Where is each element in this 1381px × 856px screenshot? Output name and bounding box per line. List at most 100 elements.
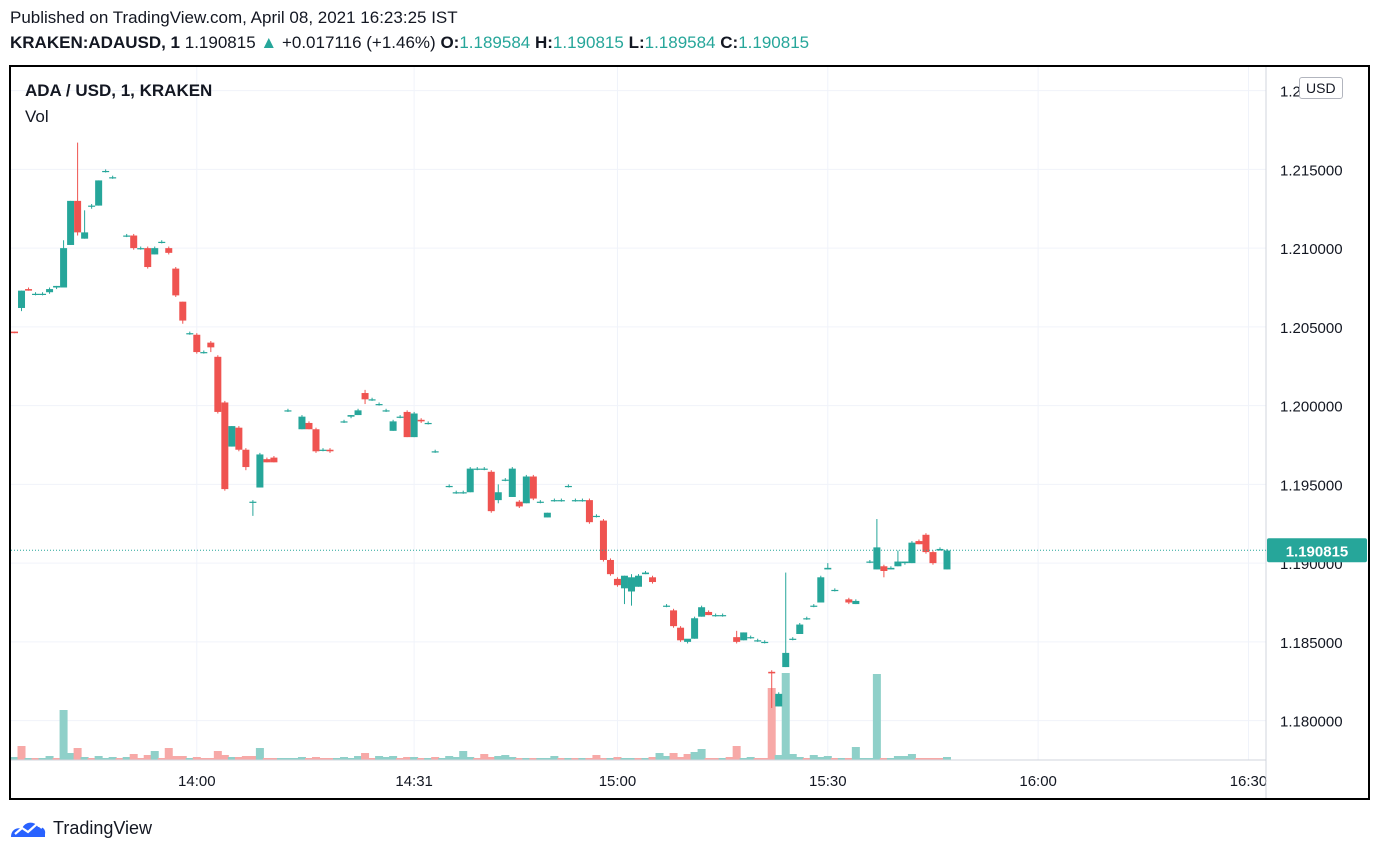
- tradingview-brand-label: TradingView: [53, 817, 153, 838]
- volume-bar: [802, 758, 811, 760]
- candle-body: [452, 492, 460, 494]
- candle-body: [417, 419, 425, 422]
- candle-body: [249, 501, 257, 503]
- candle-body: [880, 566, 888, 571]
- candle-body: [312, 429, 320, 452]
- volume-bar: [718, 758, 727, 760]
- volume-bar: [571, 758, 580, 760]
- candle-body: [235, 427, 243, 450]
- candle-body: [522, 476, 530, 504]
- candle-body: [824, 567, 832, 570]
- candle-body: [298, 416, 306, 430]
- volume-bar: [38, 758, 47, 760]
- volume-bar: [382, 757, 391, 760]
- volume-bar: [725, 757, 734, 760]
- candle-body: [228, 426, 236, 447]
- candle-body: [144, 248, 152, 268]
- price-chart[interactable]: 1.2200001.2150001.2100001.2050001.200000…: [11, 67, 1368, 798]
- volume-bar: [830, 758, 839, 760]
- candle-body: [768, 671, 776, 674]
- candle-body: [670, 610, 678, 627]
- candle-body: [852, 600, 860, 605]
- volume-bar: [45, 756, 54, 760]
- volume-bar: [157, 758, 166, 760]
- candle-body: [207, 342, 215, 348]
- volume-bar: [494, 756, 503, 760]
- volume-bar: [241, 756, 250, 760]
- volume-bar: [865, 758, 874, 760]
- candle-body: [473, 468, 481, 470]
- volume-bar: [431, 757, 440, 760]
- candle-body: [193, 334, 201, 353]
- candle-body: [74, 200, 82, 233]
- volume-bar: [318, 758, 327, 760]
- volume-bar: [389, 756, 398, 760]
- candle-body: [151, 248, 159, 255]
- volume-bar: [690, 752, 699, 760]
- volume-bar: [150, 751, 159, 760]
- candle-body: [627, 577, 635, 592]
- candle-body: [39, 293, 47, 295]
- price-change: +0.017116 (+1.46%): [281, 33, 436, 52]
- volume-bar: [262, 758, 271, 760]
- volume-bar: [143, 755, 152, 760]
- volume-bar: [900, 756, 909, 760]
- volume-bar: [480, 754, 489, 760]
- candle-body: [649, 577, 657, 583]
- chart-frame[interactable]: 1.2200001.2150001.2100001.2050001.200000…: [9, 65, 1370, 800]
- volume-bar: [893, 756, 902, 760]
- candle-body: [775, 693, 783, 707]
- high-value: 1.190815: [552, 33, 624, 52]
- candle-body: [592, 515, 600, 518]
- volume-bar: [872, 674, 881, 760]
- volume-bar: [522, 758, 531, 760]
- candle-body: [81, 232, 89, 239]
- volume-legend: Vol: [25, 107, 49, 126]
- candle-body: [915, 541, 923, 545]
- volume-bar: [655, 753, 664, 760]
- volume-bar: [858, 758, 867, 760]
- volume-bar: [375, 756, 384, 760]
- candle-body: [817, 577, 825, 603]
- volume-bar: [760, 758, 769, 760]
- x-tick-label: 14:31: [395, 773, 433, 790]
- volume-bar: [87, 758, 96, 760]
- candle-body: [943, 550, 951, 570]
- candle-body: [789, 638, 797, 640]
- volume-bar: [606, 758, 615, 760]
- volume-bar: [767, 688, 776, 760]
- volume-bar: [417, 758, 426, 760]
- candle-body: [585, 500, 593, 523]
- y-tick-label: 1.180000: [1280, 714, 1343, 731]
- volume-bar: [669, 753, 678, 760]
- volume-bar: [711, 758, 720, 760]
- candle-body: [550, 500, 558, 502]
- volume-bar: [935, 758, 944, 760]
- volume-bar: [368, 758, 377, 760]
- candle-body: [396, 416, 404, 418]
- candle-body: [803, 618, 811, 620]
- x-tick-label: 14:00: [178, 773, 216, 790]
- volume-bar: [753, 758, 762, 760]
- candle-body: [368, 399, 376, 401]
- volume-bar: [816, 757, 825, 760]
- close-value: 1.190815: [738, 33, 810, 52]
- candle-body: [922, 534, 930, 553]
- open-label: O:: [440, 33, 460, 52]
- candle-body: [263, 459, 271, 463]
- candle-body: [284, 410, 292, 412]
- tradingview-brand[interactable]: TradingView: [9, 817, 152, 839]
- candle-body: [445, 485, 453, 488]
- candle-body: [845, 599, 853, 603]
- candle-body: [642, 572, 650, 575]
- currency-button[interactable]: USD: [1299, 77, 1343, 99]
- volume-bar: [108, 757, 117, 760]
- volume-bar: [578, 758, 587, 760]
- candle-body: [747, 637, 755, 639]
- candle-body: [936, 548, 944, 551]
- candle-body: [501, 479, 509, 481]
- volume-bar: [508, 757, 517, 760]
- y-tick-label: 1.215000: [1280, 162, 1343, 179]
- volume-bar: [599, 758, 608, 760]
- volume-bar: [529, 758, 538, 760]
